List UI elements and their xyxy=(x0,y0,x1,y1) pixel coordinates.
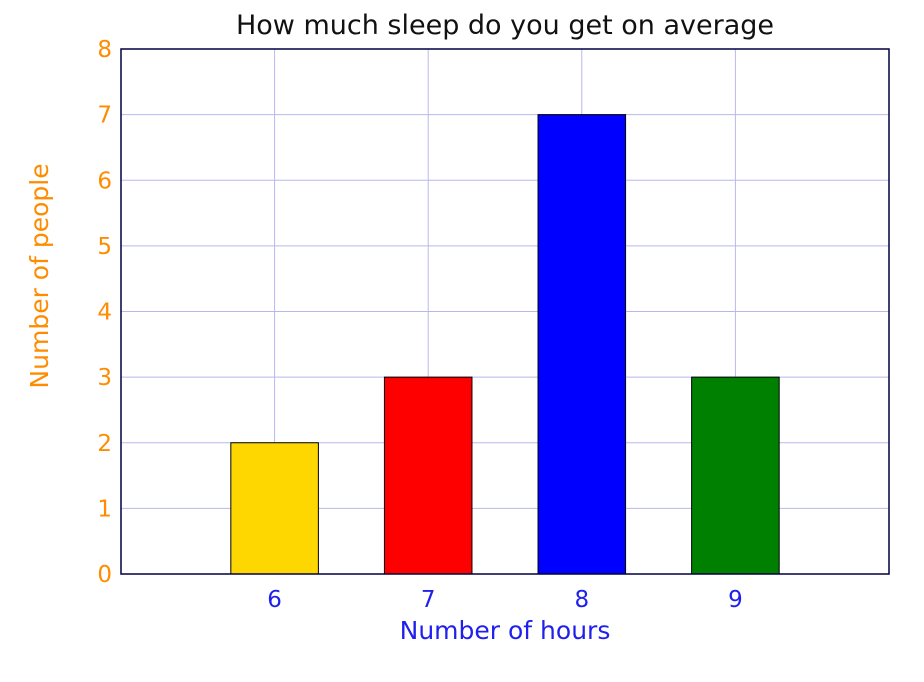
y-tick-label: 5 xyxy=(97,234,112,260)
y-tick-label: 6 xyxy=(97,168,112,194)
y-tick-label: 4 xyxy=(97,300,112,326)
chart-title: How much sleep do you get on average xyxy=(236,10,774,41)
y-tick-label: 2 xyxy=(97,431,112,457)
y-axis-label: Number of people xyxy=(25,163,54,388)
x-tick-label: 8 xyxy=(574,587,589,613)
x-tick-label: 7 xyxy=(421,587,436,613)
plot-border xyxy=(120,48,890,575)
bar-8 xyxy=(537,114,627,575)
y-tick-label: 8 xyxy=(97,37,112,63)
x-tick-label: 9 xyxy=(728,587,743,613)
bar-6 xyxy=(230,442,319,575)
y-tick-label: 3 xyxy=(97,365,112,391)
y-axis-ticks: 0 1 2 3 4 5 6 7 8 xyxy=(97,37,112,588)
x-axis-label: Number of hours xyxy=(400,616,611,645)
x-tick-label: 6 xyxy=(267,587,282,613)
bar-7 xyxy=(383,376,473,575)
y-tick-label: 0 xyxy=(97,562,112,588)
y-tick-label: 7 xyxy=(97,103,112,129)
bar-9 xyxy=(691,376,780,575)
y-tick-label: 1 xyxy=(97,496,112,522)
bars xyxy=(230,114,780,575)
x-axis-ticks: 6 7 8 9 xyxy=(267,587,742,613)
